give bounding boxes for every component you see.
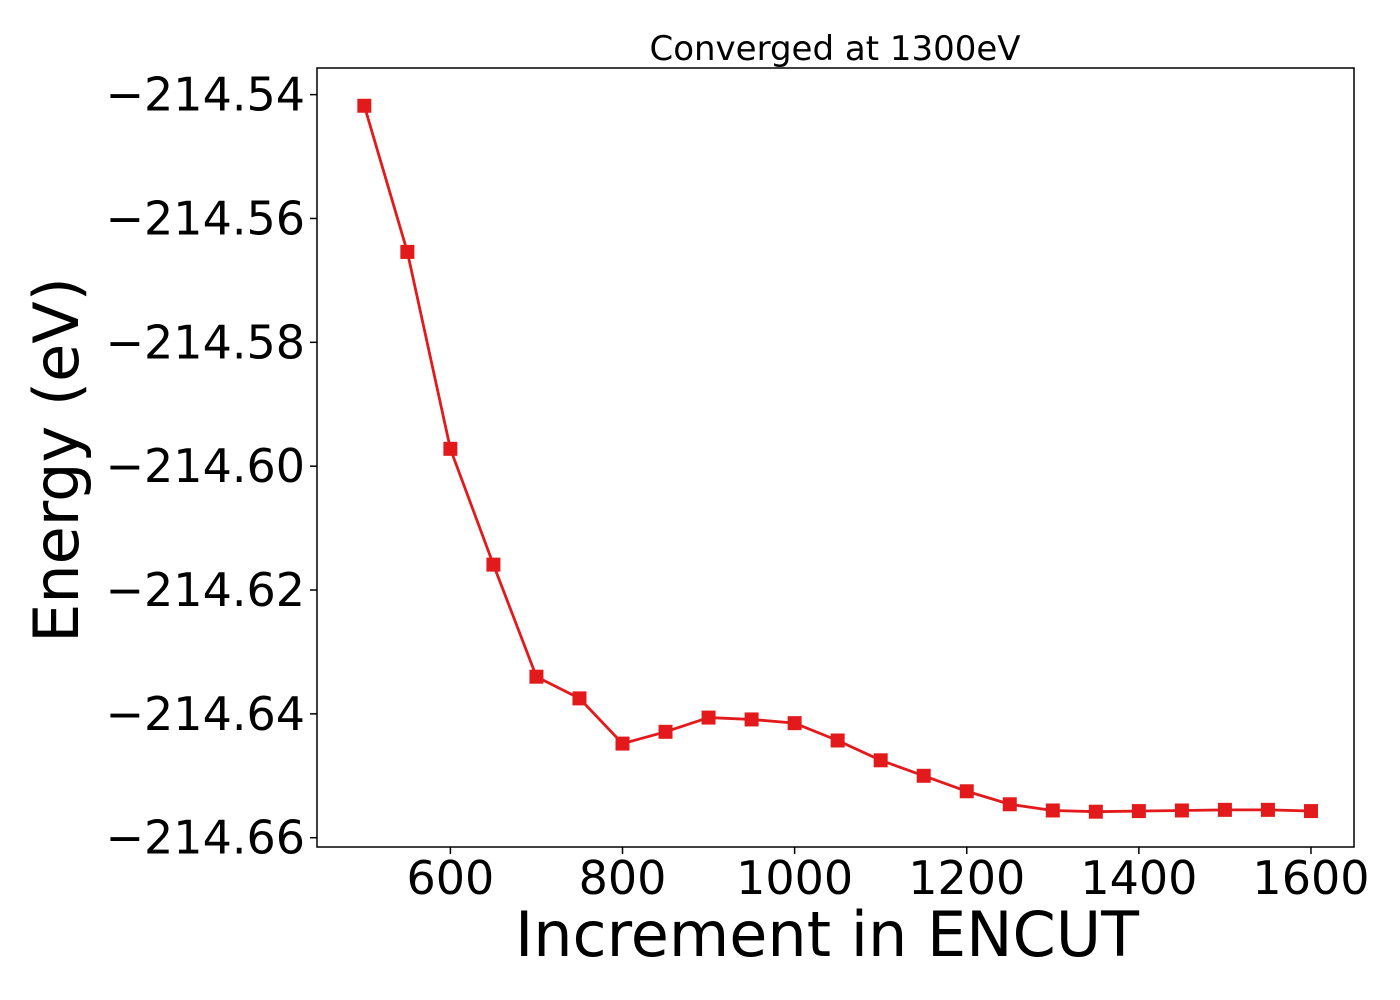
x-axis: 600 800 1000 1200 1400 1600 — [406, 847, 1370, 905]
data-point-marker — [959, 784, 974, 799]
data-point-marker — [830, 733, 845, 748]
data-point-marker — [572, 691, 587, 706]
x-axis-title: Increment in ENCUT — [515, 898, 1140, 971]
x-tick-label: 1200 — [908, 851, 1025, 905]
x-tick-label: 1000 — [736, 851, 853, 905]
data-point-marker — [1131, 804, 1146, 819]
y-tick-label: −214.62 — [106, 563, 306, 617]
y-tick-label: −214.66 — [106, 811, 306, 865]
y-tick-label: −214.56 — [106, 191, 306, 245]
data-point-marker — [400, 244, 415, 259]
y-tick-label: −214.54 — [106, 68, 306, 122]
y-tick-label: −214.64 — [106, 687, 306, 741]
data-point-marker — [1088, 804, 1103, 819]
data-point-marker — [744, 712, 759, 727]
y-axis: −214.54 −214.56 −214.58 −214.60 −214.62 −214.… — [106, 68, 317, 865]
data-point-marker — [1303, 804, 1318, 819]
data-point-marker — [916, 768, 931, 783]
data-point-marker — [357, 98, 372, 113]
x-tick-label: 800 — [579, 851, 667, 905]
data-point-marker — [443, 441, 458, 456]
data-point-marker — [873, 753, 888, 768]
data-point-marker — [787, 716, 802, 731]
x-tick-label: 1600 — [1252, 851, 1369, 905]
y-tick-label: −214.58 — [106, 315, 306, 369]
chart-title: Converged at 1300eV — [649, 29, 1020, 69]
data-point-marker — [1174, 803, 1189, 818]
data-point-marker — [1260, 802, 1275, 817]
series-layer — [357, 98, 1318, 819]
data-point-marker — [658, 724, 673, 739]
data-point-marker — [486, 557, 501, 572]
data-point-marker — [1217, 802, 1232, 817]
x-tick-label: 1400 — [1080, 851, 1197, 905]
data-point-marker — [1045, 803, 1060, 818]
data-point-marker — [1002, 797, 1017, 812]
data-point-marker — [615, 736, 630, 751]
data-point-marker — [701, 710, 716, 725]
x-tick-label: 600 — [406, 851, 494, 905]
y-axis-title: Energy (eV) — [20, 277, 93, 643]
plot-area-frame — [316, 67, 1355, 848]
data-point-marker — [529, 669, 544, 684]
y-tick-label: −214.60 — [106, 439, 306, 493]
